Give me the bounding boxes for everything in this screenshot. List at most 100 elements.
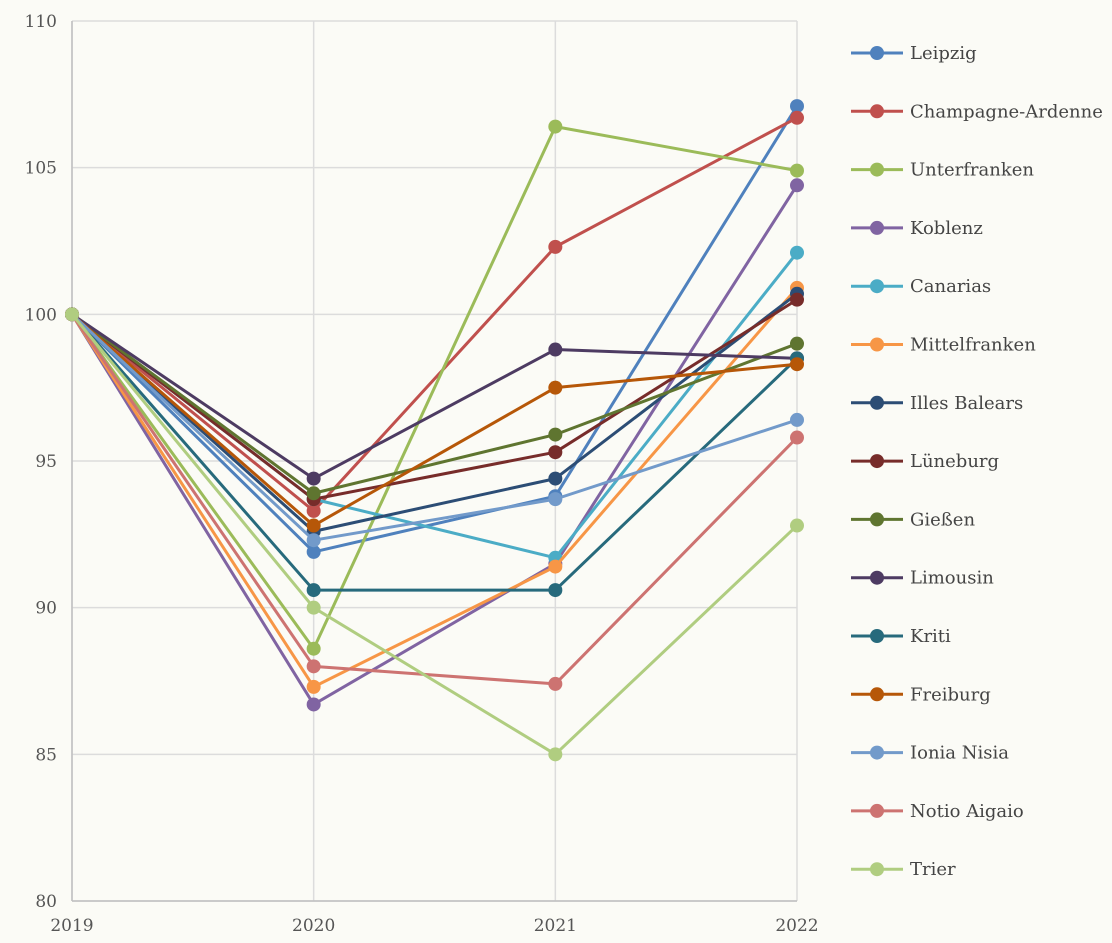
legend-label: Gießen [910, 509, 975, 530]
series-line [70, 125, 798, 651]
data-point [306, 486, 321, 501]
legend-label: Unterfranken [910, 160, 1034, 181]
legend-item: Illes Balears [851, 393, 1023, 414]
data-point [790, 163, 804, 178]
data-point [306, 583, 321, 598]
series-line [70, 313, 799, 592]
data-point [790, 357, 804, 372]
data-point [548, 676, 563, 691]
series-line [70, 313, 798, 542]
data-point [548, 445, 563, 460]
series-koblenz [65, 178, 804, 712]
y-tick-label: 100 [25, 305, 57, 325]
series-line [70, 292, 798, 533]
data-point [548, 583, 563, 598]
y-tick-label: 80 [35, 892, 57, 912]
legend-item: Kriti [851, 626, 951, 647]
series-line [71, 251, 799, 560]
legend-item: Gießen [851, 509, 975, 530]
data-point [306, 600, 321, 615]
series-freiburg [65, 307, 804, 533]
legend-marker [870, 104, 884, 119]
x-tick-label: 2019 [50, 916, 93, 936]
legend-item: Leipzig [851, 43, 977, 64]
legend-label: Koblenz [910, 218, 983, 239]
data-point [306, 518, 321, 533]
legend-label: Champagne-Ardenne [910, 101, 1103, 122]
legend: Leipzig Champagne-Ardenne Unterfranken Kobl… [851, 43, 1103, 880]
series-line [71, 313, 798, 528]
series-ionia-nisia [65, 307, 804, 548]
legend-marker [870, 454, 884, 469]
data-point [790, 245, 804, 260]
data-point [790, 336, 804, 351]
y-tick-label: 95 [35, 452, 57, 472]
series-line [70, 105, 799, 554]
data-point [548, 342, 563, 357]
legend-marker [870, 337, 884, 352]
legend-label: Canarias [910, 276, 991, 297]
data-point [548, 427, 563, 442]
x-tick-label: 2022 [775, 916, 818, 936]
legend-marker [870, 803, 884, 818]
legend-item: Freiburg [851, 684, 991, 705]
legend-marker [870, 512, 884, 527]
data-point [548, 559, 563, 574]
legend-item: Limousin [851, 568, 994, 589]
y-tick-label: 85 [35, 745, 57, 765]
series-line [70, 313, 799, 756]
data-point [306, 659, 321, 674]
legend-item: Canarias [851, 276, 991, 297]
data-point [790, 412, 804, 427]
legend-label: Ionia Nisia [910, 743, 1009, 764]
legend-marker [870, 570, 884, 585]
data-point [306, 503, 321, 518]
legend-marker [870, 46, 884, 60]
legend-label: Notio Aigaio [910, 801, 1024, 822]
legend-item: Notio Aigaio [851, 801, 1024, 822]
series-line [71, 313, 798, 495]
legend-item: Mittelfranken [851, 335, 1036, 356]
y-tick-label: 110 [25, 12, 57, 32]
series-group [65, 99, 804, 762]
series-trier [65, 307, 804, 762]
data-point [790, 110, 804, 125]
legend-item: Unterfranken [851, 160, 1034, 181]
axes: 80 85 90 95 100 105 110 2019 2020 2021 2022 [25, 12, 819, 936]
data-point [548, 492, 563, 507]
data-point [790, 292, 804, 307]
data-point [65, 307, 79, 322]
data-point [548, 239, 563, 254]
series-line [71, 298, 798, 501]
legend-marker [870, 395, 884, 410]
data-point [790, 430, 804, 445]
legend-marker [870, 687, 884, 702]
legend-marker [870, 162, 884, 177]
legend-label: Lüneburg [910, 451, 999, 472]
legend-label: Kriti [910, 626, 951, 647]
legend-label: Leipzig [910, 43, 977, 64]
y-tick-label: 90 [35, 599, 57, 619]
x-tick-label: 2021 [534, 916, 577, 936]
x-tick-label: 2020 [292, 916, 335, 936]
data-point [790, 178, 804, 193]
y-tick-label: 105 [25, 159, 57, 179]
series-line [70, 286, 799, 689]
data-point [548, 119, 563, 134]
legend-item: Trier [851, 859, 956, 880]
data-point [306, 641, 321, 656]
legend-marker [870, 220, 884, 235]
data-point [306, 697, 321, 712]
legend-label: Limousin [910, 568, 994, 589]
legend-label: Illes Balears [910, 393, 1023, 414]
legend-label: Trier [910, 859, 956, 880]
data-point [548, 380, 563, 395]
legend-item: Lüneburg [851, 451, 999, 472]
legend-item: Koblenz [851, 218, 983, 239]
data-point [548, 747, 563, 762]
legend-item: Ionia Nisia [851, 743, 1009, 764]
series-unterfranken [65, 119, 804, 656]
series-line [71, 313, 798, 481]
